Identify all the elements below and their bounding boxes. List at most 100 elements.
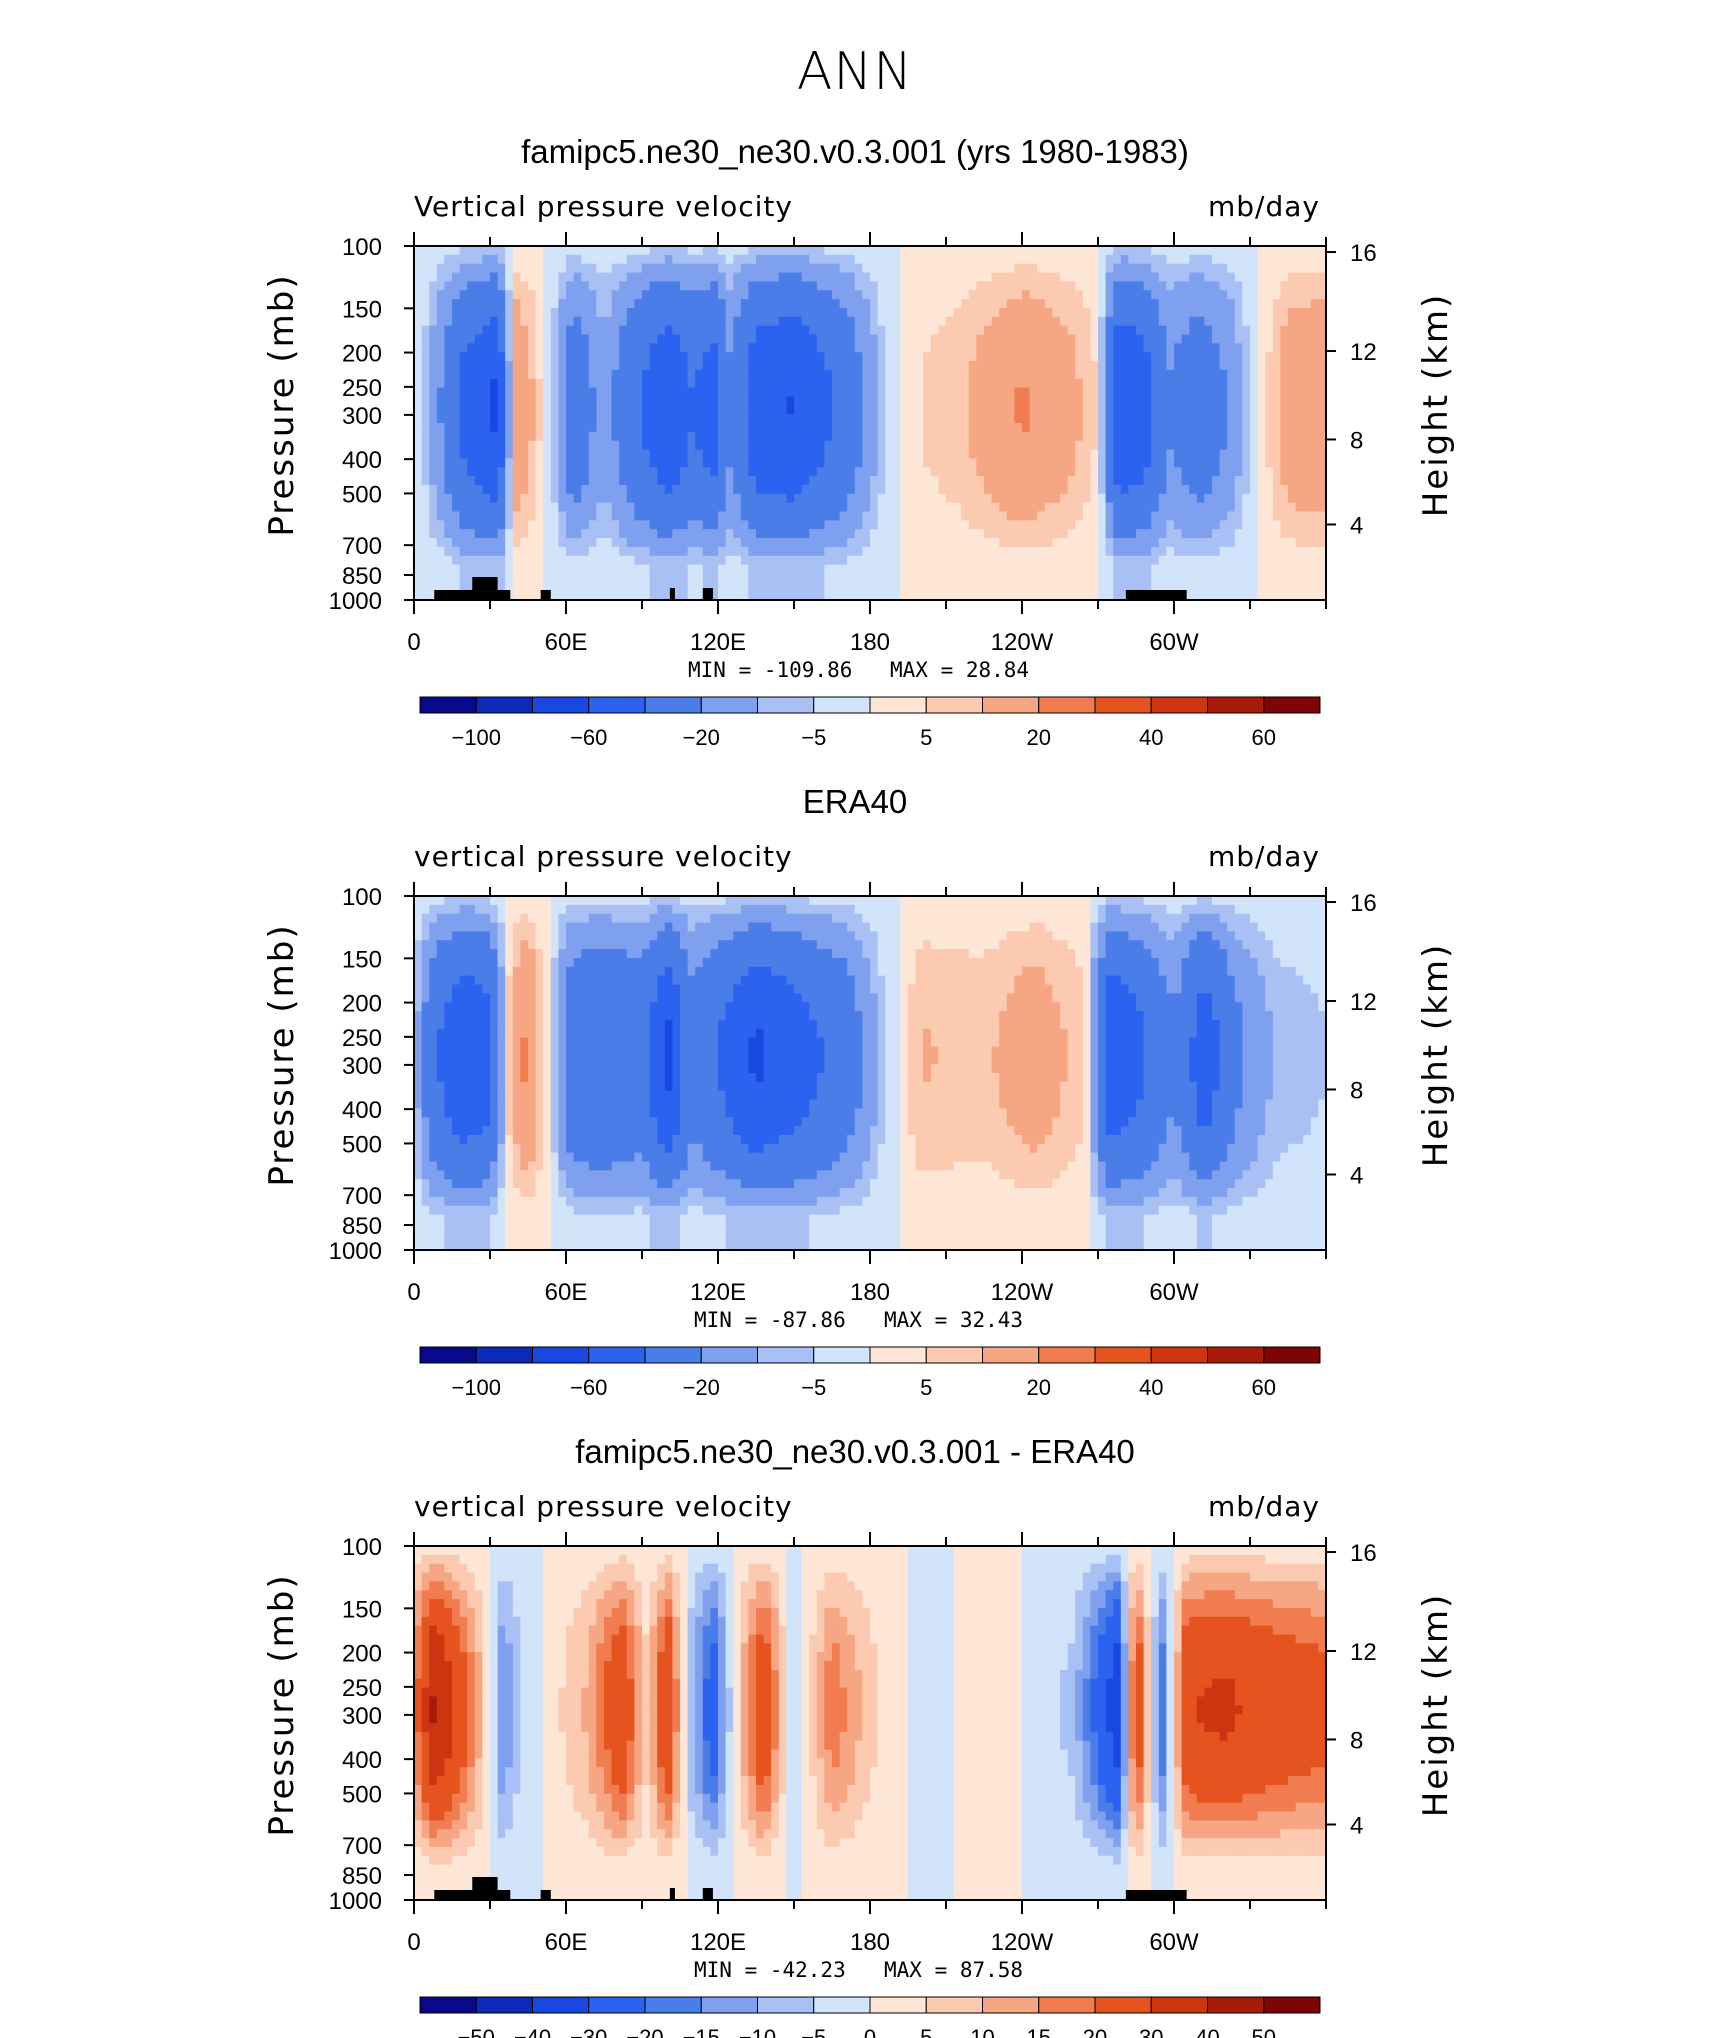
heatmap-cell (801, 254, 810, 265)
heatmap-cell (900, 591, 909, 601)
heatmap-cell (1181, 254, 1190, 265)
heatmap-cell (1029, 405, 1038, 415)
heatmap-cell (611, 520, 620, 530)
heatmap-cell (1174, 520, 1183, 530)
heatmap-cell (421, 493, 430, 504)
heatmap-cell (482, 484, 491, 495)
heatmap-cell (953, 387, 962, 398)
heatmap-cell (414, 555, 423, 566)
heatmap-cell (961, 555, 970, 566)
heatmap-cell (490, 431, 499, 442)
heatmap-cell (467, 272, 476, 282)
heatmap-cell (657, 281, 666, 291)
heatmap-cell (1242, 290, 1251, 300)
heatmap-cell (1143, 502, 1152, 513)
heatmap-cell (1120, 538, 1129, 548)
heatmap-cell (809, 591, 818, 601)
heatmap-cell (664, 423, 673, 433)
heatmap-cell (1234, 582, 1243, 592)
heatmap-cell (877, 591, 886, 601)
heatmap-cell (634, 343, 643, 353)
heatmap-cell (900, 538, 909, 548)
x-tick-label: 0 (407, 629, 420, 656)
heatmap-cell (543, 467, 552, 477)
heatmap-cell (619, 290, 628, 300)
heatmap-cell (1029, 387, 1038, 398)
heatmap-cell (908, 591, 917, 601)
heatmap-cell (953, 511, 962, 521)
heatmap-cell (634, 431, 643, 442)
heatmap-cell (1052, 440, 1061, 451)
heatmap-cell (1136, 582, 1145, 592)
heatmap-cell (520, 396, 529, 406)
heatmap-cell (794, 246, 803, 256)
heatmap-cell (1029, 546, 1038, 557)
heatmap-cell (512, 254, 521, 265)
heatmap-cell (528, 431, 537, 442)
heatmap-cell (854, 299, 863, 309)
heatmap-cell (558, 281, 567, 291)
heatmap-cell (588, 263, 597, 274)
heatmap-cell (543, 484, 552, 495)
heatmap-cell (619, 520, 628, 530)
heatmap-cell (1288, 325, 1297, 336)
heatmap-cell (908, 546, 917, 557)
heatmap-cell (588, 564, 597, 575)
heatmap-cell (1265, 573, 1274, 583)
heatmap-cell (1265, 538, 1274, 548)
heatmap-cell (862, 493, 871, 504)
heatmap-cell (444, 449, 453, 459)
heatmap-cell (1105, 573, 1114, 583)
heatmap-cell (611, 511, 620, 521)
heatmap-cell (581, 281, 590, 291)
heatmap-cell (619, 254, 628, 265)
heatmap-cell (847, 511, 856, 521)
heatmap-cell (816, 405, 825, 415)
heatmap-cell (1128, 378, 1137, 389)
heatmap-cell (1037, 343, 1046, 353)
heatmap-cell (535, 414, 544, 424)
heatmap-cell (452, 246, 461, 256)
heatmap-cell (1303, 511, 1312, 521)
heatmap-cell (900, 316, 909, 327)
heatmap-cell (528, 396, 537, 406)
heatmap-cell (1174, 449, 1183, 459)
heatmap-cell (816, 272, 825, 282)
heatmap-cell (847, 307, 856, 318)
heatmap-cell (786, 564, 795, 575)
heatmap-cell (649, 369, 658, 380)
heatmap-cell (740, 343, 749, 353)
heatmap-cell (444, 431, 453, 442)
heatmap-cell (763, 423, 772, 433)
heatmap-cell (664, 493, 673, 504)
heatmap-cell (1227, 263, 1236, 274)
heatmap-cell (566, 387, 575, 398)
heatmap-cell (1242, 352, 1251, 362)
heatmap-cell (1113, 431, 1122, 442)
heatmap-cell (1204, 361, 1213, 371)
heatmap-cell (452, 334, 461, 344)
heatmap-cell (733, 458, 742, 468)
heatmap-cell (824, 387, 833, 398)
heatmap-cell (733, 520, 742, 530)
heatmap-cell (900, 502, 909, 513)
heatmap-cell (505, 334, 514, 344)
heatmap-cell (953, 343, 962, 353)
heatmap-cell (497, 520, 506, 530)
heatmap-cell (414, 1019, 423, 1030)
heatmap-cell (938, 396, 947, 406)
heatmap-cell (1257, 334, 1266, 344)
heatmap-cell (1044, 529, 1053, 539)
heatmap-cell (1105, 476, 1114, 486)
heatmap-cell (566, 263, 575, 274)
heatmap-cell (558, 414, 567, 424)
heatmap-cell (1212, 352, 1221, 362)
heatmap-cell (634, 378, 643, 389)
heatmap-cell (801, 325, 810, 336)
heatmap-cell (984, 573, 993, 583)
heatmap-cell (1029, 467, 1038, 477)
heatmap-cell (642, 246, 651, 256)
heatmap-cell (946, 396, 955, 406)
heatmap-cell (604, 511, 613, 521)
heatmap-cell (1189, 361, 1198, 371)
